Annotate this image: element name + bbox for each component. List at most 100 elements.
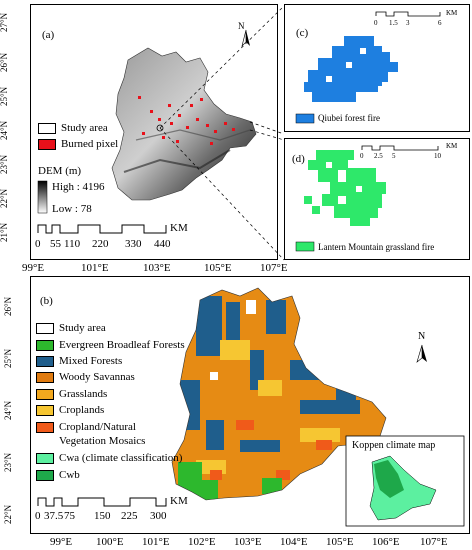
- legend-item: Cropland/Natural: [36, 421, 136, 433]
- scale-label: 150: [94, 510, 111, 522]
- legend-label: Grasslands: [59, 388, 108, 400]
- legend-burned-pixel: Burned pixel: [38, 138, 118, 150]
- lon-tick-99: 99°E: [50, 536, 73, 548]
- burned-pixel-swatch: [38, 138, 56, 150]
- lon-tick-101: 101°E: [81, 262, 109, 274]
- legend-swatch: [36, 339, 54, 351]
- legend-label: Cwb: [59, 469, 80, 481]
- legend-study-area-a: Study area: [38, 122, 108, 134]
- legend-label: Study area: [59, 322, 106, 334]
- legend-item: Evergreen Broadleaf Forests: [36, 339, 185, 351]
- koppen-inset-title: Koppen climate map: [352, 440, 436, 451]
- legend-item: Woody Savannas: [36, 371, 135, 383]
- legend-item: Croplands: [36, 404, 104, 416]
- lon-tick-104: 104°E: [280, 536, 308, 548]
- scale-label: 10: [434, 152, 441, 160]
- lon-tick-101: 101°E: [142, 536, 170, 548]
- leader-lines: [159, 5, 285, 261]
- dem-low: Low : 78: [52, 203, 92, 215]
- north-label-a: N: [238, 21, 245, 31]
- burned-pixels: [138, 96, 235, 145]
- lon-tick-107: 107°E: [420, 536, 448, 548]
- legend-item: Cwa (climate classification): [36, 452, 182, 464]
- legend-swatch: [36, 371, 54, 383]
- scale-label: 110: [64, 238, 81, 250]
- scale-label: 0: [35, 510, 41, 522]
- legend-item: Cwb: [36, 469, 80, 481]
- lon-tick-107: 107°E: [260, 262, 288, 274]
- scale-label: 2.5: [374, 152, 383, 160]
- scale-unit-b: KM: [170, 495, 188, 507]
- legend-label: Evergreen Broadleaf Forests: [59, 339, 185, 351]
- scale-unit-a: KM: [170, 222, 188, 234]
- scale-label: 55: [50, 238, 61, 250]
- lon-tick-102: 102°E: [188, 536, 216, 548]
- legend-label: Study area: [61, 122, 108, 134]
- legend-swatch: [36, 322, 54, 334]
- qiubei-swatch: [295, 113, 315, 124]
- scale-label: 0: [360, 152, 364, 160]
- north-label-b: N: [418, 331, 426, 342]
- lantern-legend-label: Lantern Mountain grassland fire: [318, 242, 435, 252]
- scale-bar-b: [37, 497, 167, 507]
- study-area-swatch: [38, 122, 56, 134]
- dem-title: DEM (m): [38, 165, 82, 177]
- scale-label: 300: [150, 510, 167, 522]
- scale-label: 225: [121, 510, 138, 522]
- legend-swatch: [36, 404, 54, 416]
- legend-swatch: [36, 469, 54, 481]
- scale-label: 220: [92, 238, 109, 250]
- legend-label: Cropland/Natural: [59, 421, 136, 433]
- legend-label: Burned pixel: [61, 138, 119, 150]
- panel-a-label: (a): [42, 29, 55, 41]
- lon-tick-105: 105°E: [204, 262, 232, 274]
- legend-item: Mixed Forests: [36, 355, 122, 367]
- lon-tick-105: 105°E: [326, 536, 354, 548]
- panel-c-map: [284, 4, 470, 132]
- lon-tick-99: 99°E: [22, 262, 45, 274]
- study-area-dem: [111, 47, 257, 201]
- lon-tick-103: 103°E: [234, 536, 262, 548]
- north-arrow-icon: [241, 29, 250, 47]
- lon-tick-106: 106°E: [372, 536, 400, 548]
- legend-swatch: [36, 452, 54, 464]
- legend-label: Woody Savannas: [59, 371, 135, 383]
- legend-label-continued: Vegetation Mosaics: [59, 435, 146, 447]
- legend-swatch: [36, 388, 54, 400]
- scale-unit-c: KM: [446, 9, 458, 17]
- legend-label: Mixed Forests: [59, 355, 123, 367]
- scale-label: 5: [392, 152, 396, 160]
- scale-label: 75: [64, 510, 75, 522]
- koppen-cwb: [374, 460, 404, 498]
- lantern-swatch: [295, 241, 315, 252]
- lon-tick-103: 103°E: [143, 262, 171, 274]
- legend-item: Study area: [36, 322, 106, 334]
- lon-tick-100: 100°E: [96, 536, 124, 548]
- panel-b-label: (b): [40, 295, 53, 307]
- legend-label: Cwa (climate classification): [59, 452, 183, 464]
- panel-d-label: (d): [292, 153, 305, 165]
- scale-bar-a: [37, 224, 167, 234]
- scale-label: 0: [374, 19, 378, 27]
- scale-label: 37.5: [44, 510, 64, 522]
- legend-item: Grasslands: [36, 388, 107, 400]
- scale-label: 440: [154, 238, 171, 250]
- panel-c-label: (c): [296, 27, 309, 39]
- scale-label: 6: [438, 19, 442, 27]
- scale-label: 1.5: [389, 19, 398, 27]
- legend-swatch: [36, 355, 54, 367]
- scale-label: 3: [406, 19, 410, 27]
- scale-label: 0: [35, 238, 41, 250]
- legend-label: Croplands: [59, 404, 105, 416]
- dem-colorbar: [37, 180, 48, 214]
- scale-label: 330: [125, 238, 142, 250]
- north-arrow-icon: [416, 344, 427, 363]
- legend-swatch: [36, 421, 54, 433]
- qiubei-legend-label: Qiubei forest fire: [318, 113, 380, 123]
- dem-high: High : 4196: [52, 181, 105, 193]
- scale-unit-d: KM: [446, 142, 458, 150]
